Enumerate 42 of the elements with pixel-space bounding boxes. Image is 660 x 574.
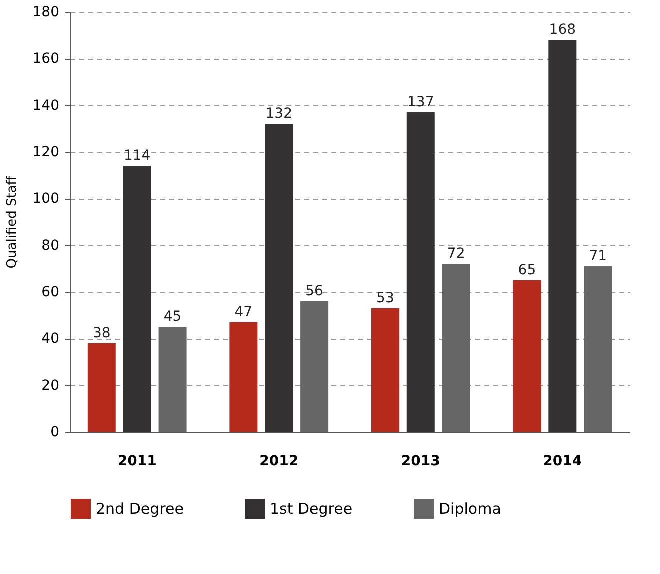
data-label: 47 <box>234 304 253 320</box>
data-label: 53 <box>376 290 394 306</box>
bar <box>88 343 116 432</box>
x-tick-label: 2014 <box>543 454 582 470</box>
bar <box>265 124 294 432</box>
data-label: 114 <box>124 148 151 164</box>
data-label: 45 <box>164 309 182 325</box>
y-tick-label: 120 <box>32 144 60 160</box>
data-label: 71 <box>589 248 608 264</box>
x-tick-label: 2012 <box>260 454 299 470</box>
y-tick-label: 20 <box>42 378 60 394</box>
bar <box>300 301 329 432</box>
y-tick-label: 40 <box>42 331 60 348</box>
bar <box>548 40 577 432</box>
y-axis-title: Qualified Staff <box>4 175 20 269</box>
y-tick-label: 80 <box>42 238 60 254</box>
bar <box>406 112 435 432</box>
bar <box>230 322 258 432</box>
bar <box>158 327 187 432</box>
x-tick-label: 2013 <box>401 454 440 470</box>
bar <box>513 280 542 432</box>
y-tick-label: 0 <box>50 424 60 440</box>
y-tick-label: 100 <box>32 191 60 208</box>
data-label: 132 <box>266 106 292 122</box>
y-tick-label: 60 <box>42 284 60 300</box>
data-label: 65 <box>518 262 536 278</box>
legend-label: Diploma <box>439 500 502 518</box>
legend-label: 2nd Degree <box>96 500 184 518</box>
x-tick-label: 2011 <box>118 454 157 470</box>
legend-label: 1st Degree <box>270 500 353 518</box>
y-tick-label: 160 <box>32 51 60 68</box>
data-label: 56 <box>306 283 324 300</box>
data-label: 137 <box>408 94 434 110</box>
bar <box>371 308 400 432</box>
bar <box>584 266 612 432</box>
data-label: 168 <box>549 22 576 38</box>
bar <box>442 264 470 432</box>
bar <box>123 166 152 432</box>
y-tick-label: 180 <box>32 4 60 20</box>
y-tick-label: 140 <box>32 98 60 114</box>
data-label: 38 <box>92 325 111 342</box>
data-label: 72 <box>447 246 466 262</box>
